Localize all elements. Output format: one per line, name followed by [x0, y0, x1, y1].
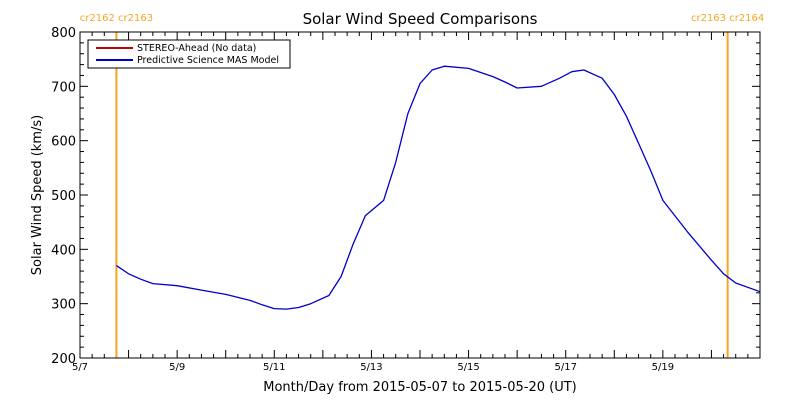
x-tick-label: 5/11: [263, 362, 285, 373]
y-tick-label: 800: [51, 26, 76, 41]
legend-label-stereo: STEREO-Ahead (No data): [137, 43, 256, 54]
series-line-1: [116, 65, 761, 310]
legend-label-mas: Predictive Science MAS Model: [137, 55, 279, 66]
y-axis-label: Solar Wind Speed (km/s): [30, 115, 45, 275]
legend-box: [87, 39, 291, 69]
y-tick-label: 300: [51, 298, 76, 313]
x-tick-label: 5/19: [652, 362, 674, 373]
y-tick-label: 700: [51, 80, 76, 95]
x-tick-label: 5/13: [360, 362, 382, 373]
x-tick-label: 5/17: [554, 362, 576, 373]
y-tick-label: 600: [51, 135, 76, 150]
y-tick-label: 400: [51, 243, 76, 258]
chart-title: Solar Wind Speed Comparisons: [303, 10, 538, 28]
x-axis-label: Month/Day from 2015-05-07 to 2015-05-20 …: [263, 380, 576, 395]
cr-boundary-label: cr2163 cr2164: [691, 13, 764, 24]
y-tick-label: 500: [51, 189, 76, 204]
y-tick-label: 200: [51, 352, 76, 367]
x-tick-label: 5/15: [457, 362, 479, 373]
plot-frame: [79, 31, 761, 359]
cr-boundary-label: cr2162 cr2163: [80, 13, 153, 24]
x-tick-label: 5/7: [72, 362, 88, 373]
plot-area: 200 300 400 500 600 700 800 5/7 5/9 5/11 5/13 5/15 5…: [51, 13, 764, 373]
x-tick-label: 5/9: [169, 362, 185, 373]
legend: STEREO-Ahead (No data) Predictive Scienc…: [87, 39, 291, 69]
